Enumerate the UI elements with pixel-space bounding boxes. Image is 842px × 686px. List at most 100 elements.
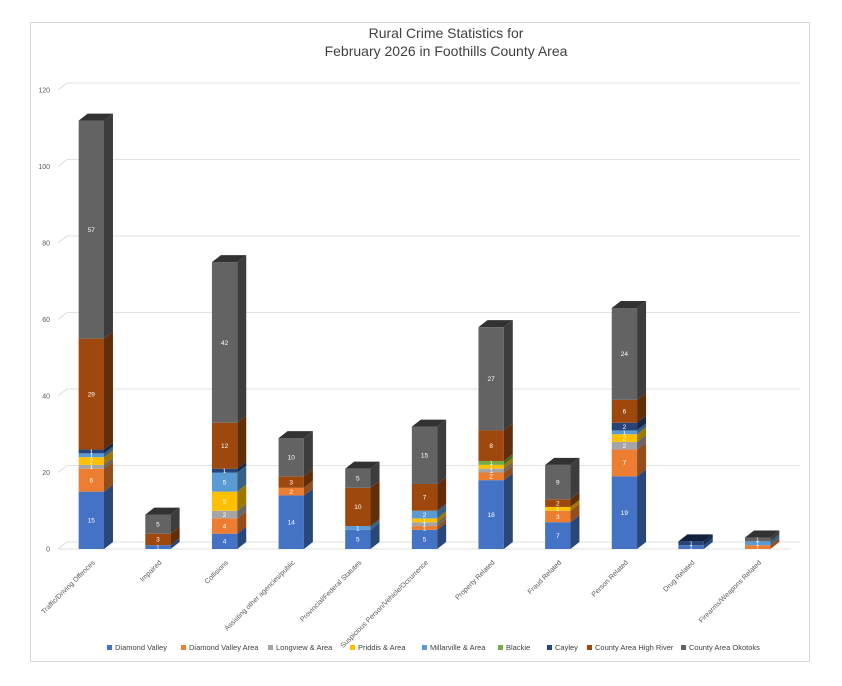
bar-segment bbox=[345, 529, 371, 549]
bar-stack: 5 1 10 5 bbox=[345, 461, 380, 549]
bar-segment-side bbox=[637, 442, 647, 477]
data-label: 29 bbox=[88, 391, 96, 398]
bar-segment-side bbox=[503, 461, 513, 473]
data-label: 3 bbox=[156, 537, 160, 544]
x-category-label: Collisions bbox=[204, 559, 230, 585]
bar-segment bbox=[745, 541, 771, 546]
data-label: 1 bbox=[689, 541, 693, 548]
data-label: 5 bbox=[356, 537, 360, 544]
bar-segment bbox=[211, 468, 238, 473]
data-label: 5 bbox=[423, 537, 427, 544]
bar-segment bbox=[611, 430, 638, 435]
bar-segment bbox=[145, 514, 171, 534]
data-label: 7 bbox=[423, 495, 427, 502]
bar-segment bbox=[411, 426, 438, 484]
bar-segment bbox=[611, 476, 638, 549]
bar-segment-side bbox=[703, 538, 713, 549]
data-label: 14 bbox=[288, 520, 296, 527]
bar-segment bbox=[211, 422, 238, 469]
bar-segment bbox=[478, 468, 504, 473]
legend-swatch bbox=[107, 645, 112, 650]
bar-segment-side bbox=[370, 480, 380, 527]
bar-segment bbox=[211, 533, 238, 549]
legend-label: County Area Okotoks bbox=[689, 643, 760, 652]
bar-segment-side bbox=[437, 515, 447, 527]
data-label: 10 bbox=[288, 455, 296, 462]
bar-segment-side bbox=[103, 450, 113, 465]
bar-segment-side bbox=[237, 484, 247, 511]
bar-segment bbox=[678, 545, 704, 549]
gridline-depth bbox=[57, 465, 68, 473]
bar-segment-side bbox=[237, 255, 247, 423]
bar-segment-side bbox=[437, 519, 447, 530]
data-label: 1 bbox=[623, 430, 627, 437]
bar-stack: 14 2 3 10 bbox=[278, 431, 313, 549]
data-label: 1 bbox=[756, 541, 760, 548]
bar-top-face bbox=[745, 530, 780, 538]
data-label: 1 bbox=[756, 537, 760, 544]
y-tick-label: 40 bbox=[42, 394, 50, 401]
data-label: 1 bbox=[489, 460, 493, 467]
data-label: 1 bbox=[356, 525, 360, 532]
y-tick-label: 20 bbox=[42, 470, 50, 477]
bar-segment-side bbox=[570, 515, 580, 549]
bar-segment bbox=[345, 487, 371, 527]
bar-stack: 13 5 bbox=[145, 507, 180, 551]
data-label: 5 bbox=[356, 476, 360, 483]
bar-segment-side bbox=[503, 473, 513, 549]
bar-segment-side bbox=[703, 534, 713, 546]
y-tick-label: 0 bbox=[46, 547, 50, 554]
bar-segment-side bbox=[570, 492, 580, 507]
data-label: 1 bbox=[423, 518, 427, 525]
data-label: 2 bbox=[556, 500, 560, 507]
bar-segment bbox=[211, 472, 238, 492]
y-tick-label: 60 bbox=[42, 317, 50, 324]
data-label: 5 bbox=[223, 479, 227, 486]
bar-segment bbox=[78, 120, 104, 339]
data-label: 2 bbox=[623, 435, 627, 442]
legend-label: Cayley bbox=[555, 643, 578, 652]
bar-segment bbox=[478, 327, 504, 431]
x-axis-category-labels: Traffic/Driving Offences Impaired Collisio… bbox=[40, 559, 763, 650]
gridline-depth bbox=[57, 312, 68, 320]
bar-top-face bbox=[411, 419, 447, 427]
bar-segment-side bbox=[770, 538, 780, 549]
bar-segment-side bbox=[770, 530, 780, 542]
chart-title-line-2: February 2026 in Foothills County Area bbox=[325, 43, 568, 59]
data-label: 4 bbox=[223, 539, 227, 546]
bar-top-face bbox=[211, 255, 247, 263]
bar-segment-side bbox=[637, 434, 647, 450]
bar-segment-side bbox=[103, 442, 113, 454]
bar-top-face bbox=[78, 113, 113, 121]
bar-segment bbox=[145, 545, 171, 549]
data-label: 1 bbox=[156, 544, 160, 551]
bar-segment-side bbox=[437, 522, 447, 549]
bar-segment bbox=[278, 495, 304, 549]
bar-segment bbox=[545, 499, 571, 507]
bar-segment-side bbox=[170, 526, 180, 546]
data-label: 12 bbox=[221, 443, 229, 450]
bar-segment-side bbox=[103, 484, 113, 549]
data-label: 2 bbox=[489, 474, 493, 481]
legend-swatch bbox=[350, 645, 355, 650]
gridline-depth bbox=[57, 541, 68, 550]
bar-top-face bbox=[611, 301, 647, 309]
bar-segment bbox=[211, 518, 238, 534]
legend-label: Millarville & Area bbox=[430, 643, 486, 652]
data-label: 2 bbox=[289, 489, 293, 496]
bar-segment-side bbox=[237, 526, 247, 549]
data-label: 42 bbox=[221, 340, 229, 347]
bar-segment-side bbox=[503, 423, 513, 462]
bar-stack: 7 312 9 bbox=[545, 457, 580, 549]
bar-segment-side bbox=[437, 419, 447, 484]
bar-segment-side bbox=[103, 331, 113, 450]
bar-segment-side bbox=[170, 538, 180, 549]
data-label: 5 bbox=[156, 521, 160, 528]
data-label: 27 bbox=[488, 376, 496, 383]
bar-segment bbox=[278, 487, 304, 496]
bar-segment-side bbox=[437, 503, 447, 519]
bar-segment-side bbox=[637, 392, 647, 423]
